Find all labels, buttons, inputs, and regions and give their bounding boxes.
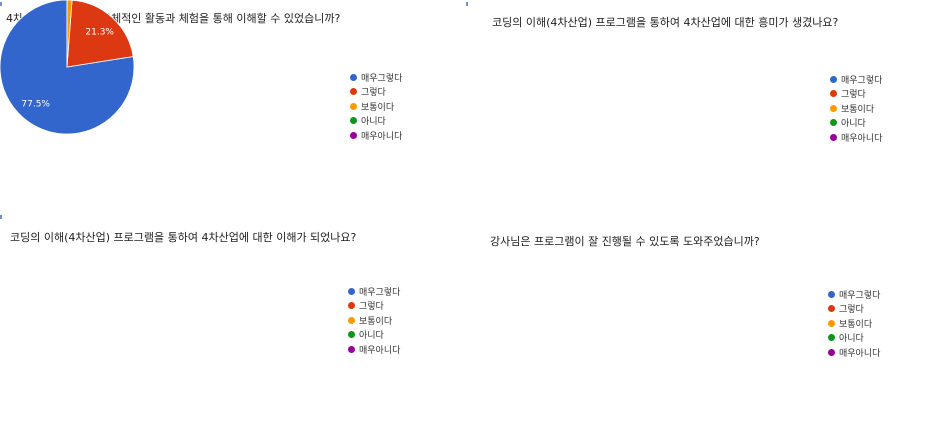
- legend-item: 아니다: [828, 331, 880, 346]
- panel-marker: [466, 2, 468, 6]
- legend-label: 아니다: [361, 117, 386, 128]
- legend-dot: [348, 287, 355, 295]
- legend-dot: [350, 102, 357, 110]
- legend-dot: [350, 88, 357, 96]
- legend-item: 그렇다: [828, 302, 880, 317]
- pie-slice-3: [66, 0, 73, 68]
- legend-label: 매우아니다: [359, 345, 401, 356]
- legend-item: 매우그렇다: [350, 70, 402, 85]
- legend-dot: [828, 334, 835, 342]
- legend-item: 그렇다: [830, 87, 882, 102]
- legend-label: 그렇다: [361, 88, 386, 99]
- legend-label: 보통이다: [361, 102, 395, 113]
- legend-item: 매우그렇다: [348, 284, 400, 299]
- legend-dot: [350, 117, 357, 125]
- legend-label: 아니다: [839, 334, 864, 345]
- panel-marker: [0, 2, 2, 6]
- legend-item: 매우아니다: [350, 128, 402, 143]
- legend-item: 그렇다: [350, 85, 402, 100]
- chart-panel-2: 코딩의 이해(4차산업) 프로그램을 통하여 4차산업에 대한 흥미가 생겼나요…: [466, 0, 933, 213]
- chart-panel-4: 강사님은 프로그램이 잘 진행될 수 있도록 도와주었습니까? 매우그렇다 그렇…: [466, 213, 933, 426]
- legend-item: 보통이다: [828, 316, 880, 331]
- panel-marker: [0, 215, 2, 219]
- legend-item: 매우아니다: [828, 345, 880, 360]
- legend-dot: [828, 319, 835, 327]
- legend-item: 매우그렇다: [828, 287, 880, 302]
- legend-label: 매우그렇다: [361, 73, 403, 84]
- chart-panel-3: 코딩의 이해(4차산업) 프로그램을 통하여 4차산업에 대한 이해가 되었나요…: [0, 213, 466, 426]
- legend-dot: [348, 316, 355, 324]
- legend-dot: [830, 104, 837, 112]
- legend-dot: [828, 290, 835, 298]
- legend-label: 매우아니다: [361, 131, 403, 142]
- legend-label: 매우그렇다: [359, 287, 401, 298]
- legend-dot: [348, 302, 355, 310]
- slice-data-label: 21.3%: [85, 28, 114, 38]
- chart-title: 강사님은 프로그램이 잘 진행될 수 있도록 도와주었습니까?: [490, 235, 760, 248]
- legend-item: 아니다: [830, 116, 882, 131]
- legend-dot: [830, 90, 837, 98]
- pie-chart-4: 77.5% 21.3%: [0, 0, 135, 135]
- legend-item: 그렇다: [348, 299, 400, 314]
- legend-dot: [830, 75, 837, 83]
- legend-dot: [828, 348, 835, 356]
- legend-dot: [350, 73, 357, 81]
- legend-label: 보통이다: [839, 319, 873, 330]
- chart-title: 코딩의 이해(4차산업) 프로그램을 통하여 4차산업에 대한 흥미가 생겼나요…: [492, 16, 839, 29]
- chart-legend: 매우그렇다 그렇다 보통이다 아니다 매우아니다: [350, 70, 402, 143]
- legend-label: 보통이다: [841, 104, 875, 115]
- legend-label: 매우그렇다: [839, 290, 881, 301]
- legend-label: 매우아니다: [841, 133, 883, 144]
- legend-label: 보통이다: [359, 316, 393, 327]
- legend-label: 그렇다: [359, 302, 384, 313]
- legend-dot: [348, 345, 355, 353]
- chart-title: 코딩의 이해(4차산업) 프로그램을 통하여 4차산업에 대한 이해가 되었나요…: [10, 231, 357, 244]
- chart-legend: 매우그렇다 그렇다 보통이다 아니다 매우아니다: [348, 284, 400, 357]
- legend-item: 보통이다: [348, 313, 400, 328]
- legend-label: 아니다: [841, 119, 866, 130]
- chart-legend: 매우그렇다 그렇다 보통이다 아니다 매우아니다: [830, 72, 882, 145]
- legend-dot: [828, 305, 835, 313]
- legend-item: 아니다: [348, 328, 400, 343]
- legend-label: 그렇다: [839, 305, 864, 316]
- legend-item: 보통이다: [350, 99, 402, 114]
- legend-label: 매우그렇다: [841, 75, 883, 86]
- pie-slice-2: [66, 0, 134, 68]
- legend-label: 매우아니다: [839, 348, 881, 359]
- legend-label: 그렇다: [841, 90, 866, 101]
- legend-dot: [348, 331, 355, 339]
- chart-legend: 매우그렇다 그렇다 보통이다 아니다 매우아니다: [828, 287, 880, 360]
- legend-dot: [350, 131, 357, 139]
- legend-label: 아니다: [359, 331, 384, 342]
- legend-item: 보통이다: [830, 101, 882, 116]
- legend-item: 매우그렇다: [830, 72, 882, 87]
- legend-item: 매우아니다: [830, 130, 882, 145]
- legend-item: 매우아니다: [348, 342, 400, 357]
- legend-dot: [830, 133, 837, 141]
- legend-item: 아니다: [350, 114, 402, 129]
- slice-data-label: 77.5%: [21, 100, 50, 110]
- legend-dot: [830, 119, 837, 127]
